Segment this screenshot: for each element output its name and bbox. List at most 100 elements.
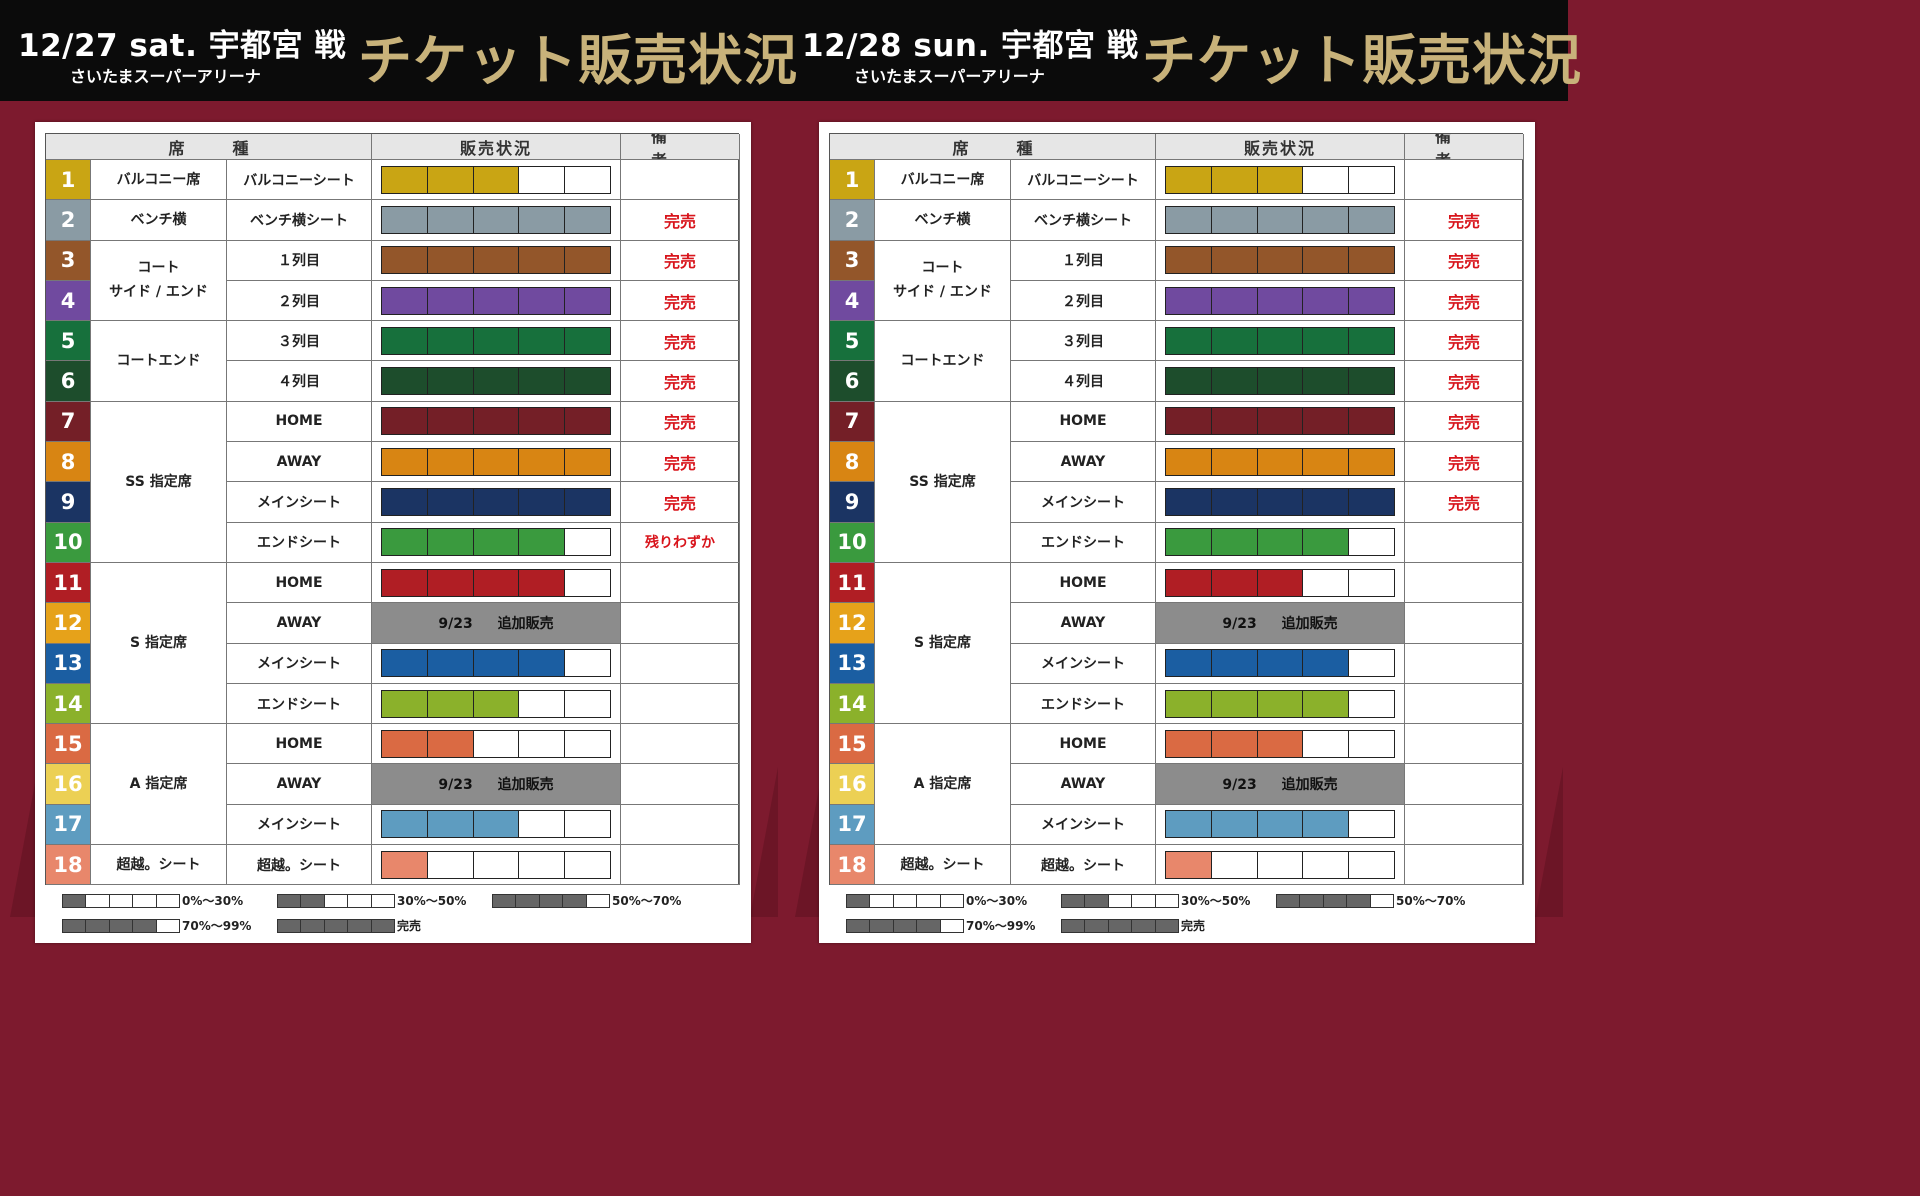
category-label: S 指定席 [914,635,971,652]
progress-segment [519,206,566,233]
progress-segment [427,408,474,435]
progress-segment [1211,327,1258,354]
legend-segment [1062,894,1086,907]
seat-number-badge: 2 [830,200,875,241]
seat-subcategory: エンドシート [227,683,372,725]
progress-segment [1303,489,1350,516]
progress-segment [519,529,566,556]
sales-progress-bar [1165,729,1395,758]
sales-status-cell [1156,442,1405,483]
sales-progress-bar [1165,367,1395,396]
progress-segment [1303,851,1350,878]
progress-segment [565,650,610,677]
progress-segment [473,247,520,274]
progress-segment [1257,529,1304,556]
progress-segment [427,811,474,838]
seat-subcategory: HOME [227,724,372,765]
sales-status-cell [372,845,621,886]
legend-segment [63,919,87,932]
progress-segment [1349,247,1394,274]
sales-progress-bar [381,488,611,517]
legend-item: 30%～50% [277,892,466,909]
seat-status-table: 席種 販売状況 備考 バルコニー席 ベンチ横 コート サイド / エンド コートエンド SS 指… [45,133,740,886]
legend-bar [1061,893,1179,908]
progress-segment [519,166,566,193]
progress-segment [1303,569,1350,596]
progress-segment [1166,408,1212,435]
seat-subcategory: HOME [1011,401,1156,443]
legend-segment [563,894,587,907]
progress-segment [1303,368,1350,395]
legend-label: 70%～99% [182,919,252,933]
legend-segment [1062,919,1086,932]
sales-progress-bar [1165,447,1395,476]
sales-status-cell [1156,401,1405,443]
progress-segment [1211,690,1258,717]
seat-number-badge: 13 [830,643,875,684]
seat-subcategory: HOME [1011,724,1156,765]
sales-status-cell [372,562,621,604]
legend-segment [941,895,963,907]
progress-segment [427,529,474,556]
progress-segment [519,327,566,354]
progress-segment [1166,529,1212,556]
seat-number-badge: 5 [46,321,91,362]
seat-number-badge: 18 [830,845,875,886]
progress-segment [1303,287,1350,314]
remark-cell: 完売 [621,280,740,322]
event-title: チケット販売状況 [1142,29,1582,92]
sales-status-cell [1156,200,1405,241]
progress-segment [565,287,610,314]
seat-number-badge: 16 [46,764,91,805]
sales-progress-bar [1165,407,1395,436]
progress-segment [565,448,610,475]
remark-cell [621,724,740,765]
seat-subcategory: 超越。シート [1011,845,1156,886]
legend-bar [277,918,395,933]
additional-sale-notice: 9/23 追加販売 [1156,603,1405,644]
progress-segment [1211,206,1258,233]
sales-progress-bar [1165,568,1395,597]
remark-cell [1405,845,1524,886]
seat-subcategory: ４列目 [1011,361,1156,402]
progress-segment [565,851,610,878]
legend-item: 完売 [277,917,421,934]
seat-number-badge: 1 [46,160,91,201]
progress-segment [1349,690,1394,717]
progress-segment [1166,811,1212,838]
progress-segment [427,489,474,516]
remark-cell: 完売 [1405,240,1524,281]
progress-segment [1257,327,1304,354]
seat-number-badge: 4 [46,280,91,322]
remark-cell: 完売 [1405,280,1524,322]
progress-segment [1257,206,1304,233]
seat-subcategory: AWAY [227,442,372,483]
seat-category: SS 指定席 [875,401,1011,563]
progress-segment [473,408,520,435]
seat-number-badge: 8 [46,442,91,483]
seat-subcategory: バルコニーシート [1011,160,1156,201]
progress-segment [1257,730,1304,757]
sales-status-cell [372,683,621,725]
legend-segment [1132,919,1156,932]
seat-subcategory: AWAY [1011,442,1156,483]
sales-status-cell [1156,482,1405,523]
legend-segment [870,919,894,932]
sales-progress-bar [1165,326,1395,355]
progress-segment [1166,690,1212,717]
progress-segment [1211,287,1258,314]
sales-progress-bar [1165,205,1395,234]
progress-segment [473,206,520,233]
sales-progress-bar [1165,488,1395,517]
progress-segment [1257,851,1304,878]
progress-segment [1257,650,1304,677]
progress-segment [565,529,610,556]
header-remarks: 備考 [1405,134,1524,160]
seat-subcategory: AWAY [227,603,372,644]
progress-segment [382,368,428,395]
remark-cell: 残りわずか [621,522,740,563]
progress-segment [427,730,474,757]
seat-category: コートエンド [875,321,1011,402]
legend-segment [493,894,517,907]
seat-category: A 指定席 [875,724,1011,846]
